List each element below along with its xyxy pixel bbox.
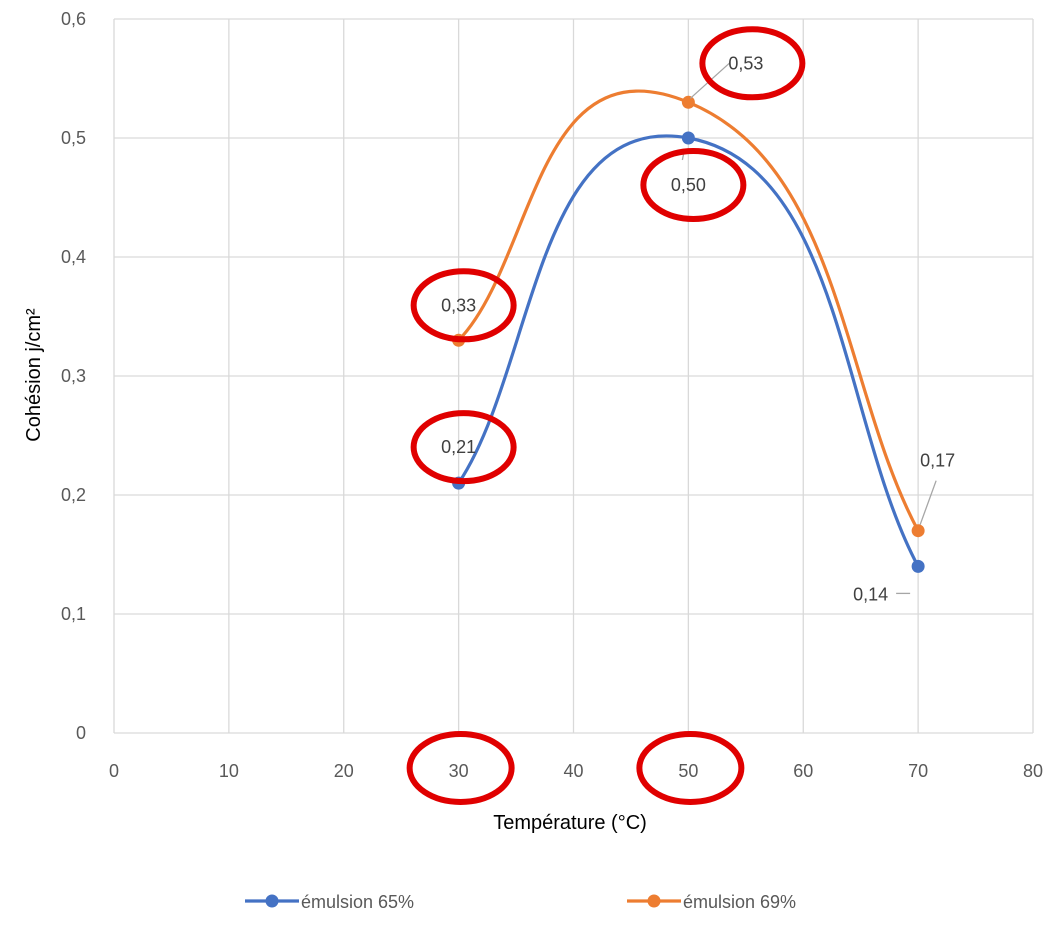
highlight-ellipse (406, 731, 515, 805)
highlight-ellipse (699, 26, 806, 101)
legend-entry: émulsion 65% (301, 892, 414, 912)
data-label: 0,21 (441, 437, 476, 457)
x-axis-title: Température (°C) (493, 812, 647, 834)
highlight-ellipse (640, 148, 747, 222)
x-tick-label: 80 (1023, 761, 1043, 781)
highlight-ellipses (406, 26, 806, 805)
legend: émulsion 65% émulsion 69% (245, 892, 796, 912)
data-label: 0,53 (728, 53, 763, 73)
data-label: 0,14 (853, 584, 888, 604)
y-tick-label: 0,1 (61, 604, 86, 624)
label-leader-line (919, 480, 937, 525)
highlight-ellipse (410, 268, 517, 343)
x-tick-label: 50 (678, 761, 698, 781)
y-tick-label: 0 (76, 723, 86, 743)
y-tick-label: 0,4 (61, 247, 86, 267)
highlight-ellipse (636, 731, 745, 805)
y-tick-label: 0,5 (61, 128, 86, 148)
x-tick-label: 20 (334, 761, 354, 781)
data-label: 0,33 (441, 295, 476, 315)
legend-entry: émulsion 69% (683, 892, 796, 912)
x-tick-label: 30 (449, 761, 469, 781)
legend-marker (265, 894, 279, 908)
data-label: 0,50 (671, 175, 706, 195)
x-tick-label: 70 (908, 761, 928, 781)
x-tick-label: 60 (793, 761, 813, 781)
x-tick-labels: 0 10 20 30 40 50 60 70 80 (109, 761, 1043, 781)
data-labels: 0,21 0,50 0,14 0,33 0,53 0,17 (441, 53, 955, 604)
data-label: 0,17 (920, 451, 955, 471)
x-tick-label: 0 (109, 761, 119, 781)
data-point (681, 95, 695, 109)
y-tick-labels: 0 0,1 0,2 0,3 0,4 0,5 0,6 (61, 9, 86, 743)
data-point (681, 131, 695, 145)
highlight-ellipse (410, 410, 517, 485)
y-tick-label: 0,3 (61, 366, 86, 386)
y-tick-label: 0,2 (61, 485, 86, 505)
legend-marker (647, 894, 661, 908)
gridlines (113, 18, 1034, 734)
x-tick-label: 10 (219, 761, 239, 781)
data-point (911, 524, 925, 538)
x-tick-label: 40 (563, 761, 583, 781)
y-tick-label: 0,6 (61, 9, 86, 29)
data-point (911, 559, 925, 573)
y-axis-title: Cohésion j/cm² (23, 308, 45, 442)
